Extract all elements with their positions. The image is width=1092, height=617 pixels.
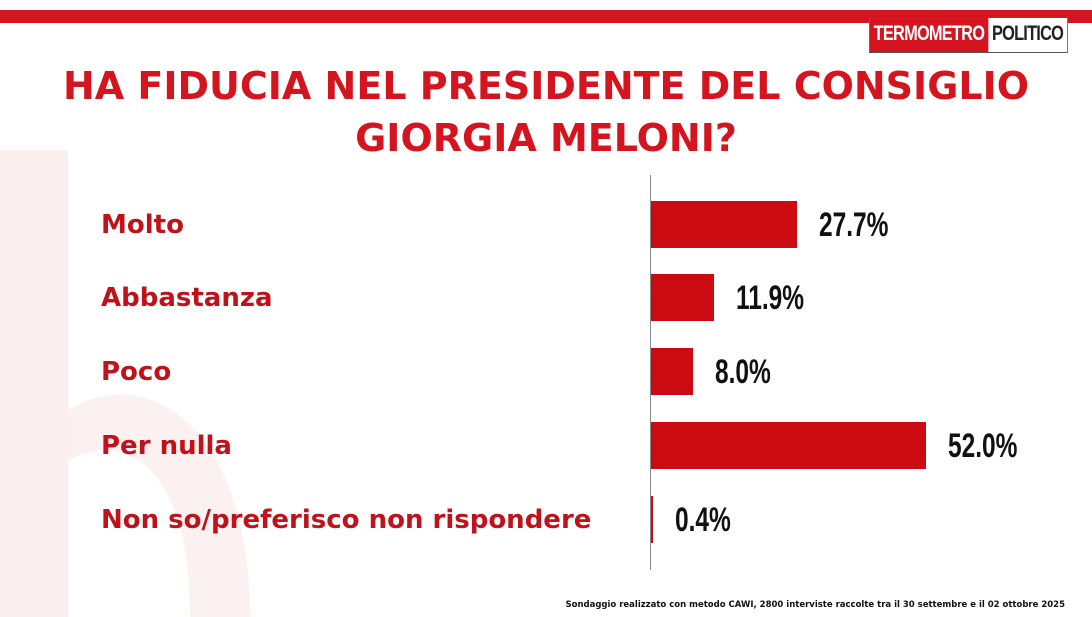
- category-label-non-so-preferisco-non-rispondere: Non so/preferisco non rispondere: [101, 504, 592, 535]
- category-label-abbastanza: Abbastanza: [101, 282, 273, 313]
- bar-abbastanza: [651, 274, 714, 321]
- y-axis-line: [650, 175, 651, 570]
- top-accent-bar: [0, 10, 1092, 23]
- category-label-poco: Poco: [101, 356, 172, 387]
- termometro-politico-logo: TERMOMETRO POLITICO: [869, 17, 1068, 53]
- category-label-per-nulla: Per nulla: [101, 430, 232, 461]
- bar-non-so-preferisco-non-rispondere: [651, 496, 654, 543]
- value-label-poco: 8.0%: [715, 352, 772, 391]
- logo-termometro: TERMOMETRO: [869, 18, 989, 52]
- chart-title: HA FIDUCIA NEL PRESIDENTE DEL CONSIGLIO …: [0, 60, 1092, 164]
- bar-poco: [651, 348, 694, 395]
- survey-footnote: Sondaggio realizzato con metodo CAWI, 28…: [565, 600, 1066, 610]
- value-label-molto: 27.7%: [819, 205, 889, 244]
- category-label-molto: Molto: [101, 209, 184, 240]
- logo-politico: POLITICO: [991, 22, 1064, 45]
- chart-title-line-1: HA FIDUCIA NEL PRESIDENTE DEL CONSIGLIO: [62, 64, 1030, 108]
- value-label-non-so-preferisco-non-rispondere: 0.4%: [675, 500, 731, 539]
- value-label-per-nulla: 52.0%: [948, 426, 1018, 465]
- value-label-abbastanza: 11.9%: [735, 278, 804, 317]
- bar-molto: [651, 201, 798, 248]
- bar-per-nulla: [651, 422, 926, 469]
- chart-title-line-2: GIORGIA MELONI?: [355, 116, 737, 160]
